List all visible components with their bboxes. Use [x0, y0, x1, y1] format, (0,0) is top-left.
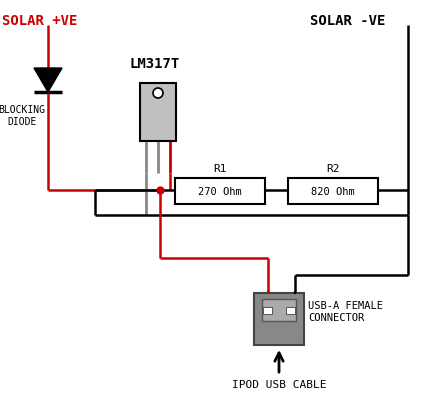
- Text: SOLAR +VE: SOLAR +VE: [2, 14, 77, 28]
- Text: 820 Ohm: 820 Ohm: [311, 187, 354, 197]
- Text: IPOD USB CABLE: IPOD USB CABLE: [231, 380, 325, 390]
- Polygon shape: [34, 68, 62, 92]
- Text: LM317T: LM317T: [130, 57, 180, 71]
- Text: USB-A FEMALE
CONNECTOR: USB-A FEMALE CONNECTOR: [307, 301, 382, 323]
- Bar: [262, 306, 272, 313]
- Bar: [287, 178, 377, 204]
- Text: R1: R1: [213, 164, 226, 174]
- Bar: [175, 178, 265, 204]
- Bar: [140, 83, 176, 141]
- Circle shape: [153, 88, 162, 98]
- Text: 270 Ohm: 270 Ohm: [198, 187, 241, 197]
- Text: R2: R2: [325, 164, 339, 174]
- Bar: [285, 306, 294, 313]
- Text: BLOCKING
DIODE: BLOCKING DIODE: [0, 105, 46, 127]
- Bar: [261, 299, 295, 321]
- Bar: [254, 293, 303, 345]
- Text: SOLAR -VE: SOLAR -VE: [309, 14, 385, 28]
